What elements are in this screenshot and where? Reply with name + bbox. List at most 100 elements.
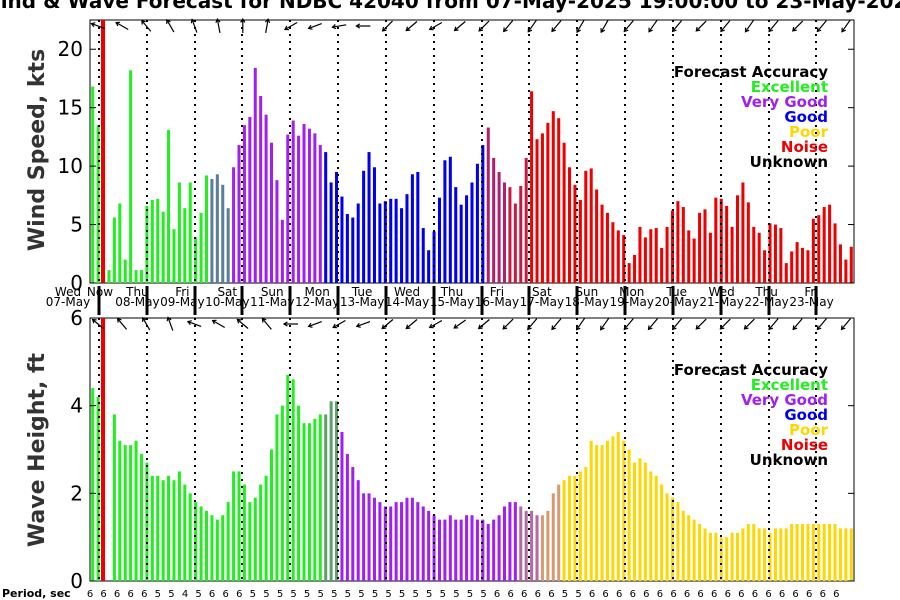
wave-bar <box>546 510 550 581</box>
wave-bar <box>427 510 431 581</box>
wind-direction-arrowhead <box>695 26 701 32</box>
wave-bar <box>465 515 469 581</box>
period-value: 6 <box>548 589 554 600</box>
wind-bar <box>795 242 799 283</box>
day-of-week-label: Thu <box>125 285 149 299</box>
wave-bar <box>318 414 322 581</box>
wind-bar <box>410 174 414 283</box>
wind-bar <box>595 189 599 283</box>
wind-direction-arrowhead <box>671 27 677 33</box>
day-of-week-label: Fri <box>490 285 504 299</box>
wave-direction-arrowhead <box>91 318 97 324</box>
wave-direction-arrow <box>600 317 610 331</box>
wave-bar <box>324 414 328 581</box>
date-label: 08-May <box>115 295 159 309</box>
wind-bar <box>752 226 756 283</box>
wave-bar <box>578 471 582 581</box>
wind-bar <box>562 142 566 283</box>
period-value: 5 <box>480 589 486 600</box>
day-of-week-label: Sun <box>575 285 598 299</box>
wave-bar <box>378 502 382 581</box>
day-separator <box>767 286 771 315</box>
period-value: 6 <box>820 589 826 600</box>
wind-ytick-label: 0 <box>70 271 83 295</box>
chart-title: Wind & Wave Forecast for NDBC 42040 from… <box>0 0 900 13</box>
wave-bar <box>627 449 631 581</box>
period-value: 5 <box>562 589 568 600</box>
wave-bar <box>687 515 691 581</box>
wind-direction-arrowhead <box>355 23 361 29</box>
wind-direction-arrow <box>792 20 804 32</box>
wind-direction-arrowhead <box>428 25 434 31</box>
wave-bar <box>838 528 842 581</box>
wave-direction-arrows <box>91 316 851 331</box>
wind-direction-arrowhead <box>190 18 196 24</box>
wave-bar <box>622 440 626 581</box>
wave-direction-arrowhead <box>405 324 411 330</box>
wind-direction-arrowhead <box>405 26 411 32</box>
wind-bar <box>465 195 469 283</box>
wind-bar <box>221 184 225 283</box>
wave-bar <box>345 453 349 581</box>
wind-bar <box>649 229 653 283</box>
period-value: 5 <box>155 589 161 600</box>
wave-direction-arrow <box>429 319 443 329</box>
wind-bar <box>215 174 219 283</box>
wind-direction-arrow <box>405 21 418 31</box>
wave-bar <box>188 493 192 581</box>
wave-bar <box>291 379 295 581</box>
wave-direction-arrowhead <box>166 316 172 322</box>
wind-bar <box>670 210 674 283</box>
wind-direction-arrow <box>600 19 609 33</box>
wind-direction-arrowhead <box>600 28 606 34</box>
wave-bar <box>167 475 171 581</box>
wind-direction-arrowhead <box>816 27 822 33</box>
period-value: 5 <box>453 589 459 600</box>
wind-bar <box>237 145 241 283</box>
wave-direction-arrowhead <box>623 325 629 331</box>
day-separator <box>384 286 388 315</box>
wave-direction-arrow <box>308 321 322 327</box>
wave-bar <box>432 515 436 581</box>
wave-bar <box>356 480 360 581</box>
period-label: Period, sec <box>2 587 71 600</box>
wind-bar <box>248 117 252 284</box>
wave-direction-arrowhead <box>381 324 387 330</box>
wave-bar <box>735 532 740 581</box>
wave-bar <box>183 484 187 581</box>
wave-bar <box>421 506 425 581</box>
wind-bar <box>643 237 647 283</box>
wind-direction-arrow <box>115 21 129 31</box>
wind-bar <box>784 263 788 283</box>
wave-bar <box>448 515 452 581</box>
wind-bar <box>226 208 230 283</box>
wave-bar <box>649 471 653 581</box>
wave-direction-arrow <box>381 319 394 329</box>
wind-bar <box>232 167 236 283</box>
wave-bar <box>508 502 512 581</box>
wave-direction-arrow <box>92 319 104 329</box>
wave-bar <box>589 440 593 581</box>
wave-bar <box>313 418 317 581</box>
wave-bar <box>210 515 214 581</box>
wind-bar <box>692 238 696 283</box>
wind-direction-arrowhead <box>527 27 533 33</box>
wave-bar <box>822 524 826 581</box>
wave-direction-arrow <box>768 318 779 330</box>
wind-legend-item: Very Good <box>741 93 828 111</box>
wind-bar <box>378 203 382 283</box>
wave-bar <box>502 506 507 581</box>
date-label: 23-May <box>789 295 833 309</box>
wind-bar <box>475 163 479 283</box>
wind-direction-arrow <box>816 20 827 32</box>
wind-direction-arrowhead <box>166 18 171 24</box>
wind-direction-arrows <box>90 17 851 34</box>
wind-direction-arrowhead <box>453 26 459 32</box>
date-label: 16-May <box>475 295 519 309</box>
wave-direction-arrow <box>142 317 151 331</box>
wind-bar <box>389 198 393 283</box>
wind-direction-arrow <box>720 20 731 32</box>
wave-direction-arrowhead <box>236 318 242 324</box>
wind-ytick-label: 20 <box>58 37 83 61</box>
date-label: 10-May <box>205 295 249 309</box>
